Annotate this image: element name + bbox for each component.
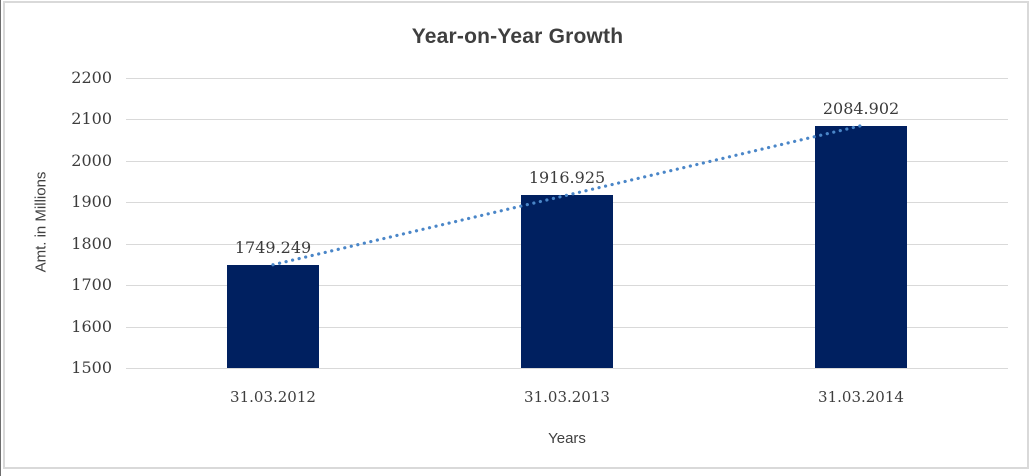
y-tick-label: 1800 xyxy=(71,234,112,253)
x-category-label: 31.03.2013 xyxy=(524,388,610,406)
x-axis-title: Years xyxy=(548,430,586,447)
y-tick-label: 1700 xyxy=(71,275,112,294)
bar xyxy=(227,265,319,368)
y-tick-label: 1900 xyxy=(71,192,112,211)
x-category-label: 31.03.2014 xyxy=(818,388,904,406)
bar-value-label: 2084.902 xyxy=(822,99,900,118)
y-tick-label: 2000 xyxy=(71,151,112,170)
gridline xyxy=(126,368,1008,369)
bar xyxy=(815,126,907,368)
bar-value-label: 1749.249 xyxy=(234,238,312,257)
chart-title: Year-on-Year Growth xyxy=(411,25,624,48)
y-axis-title: Amt. in Millions xyxy=(32,171,50,273)
y-tick-label: 2100 xyxy=(71,109,112,128)
page-left-edge-line xyxy=(0,0,1,476)
bar xyxy=(521,195,613,368)
y-tick-label: 2200 xyxy=(71,68,112,87)
bar-value-label: 1916.925 xyxy=(528,168,606,187)
y-tick-label: 1500 xyxy=(71,358,112,377)
gridline xyxy=(126,78,1008,79)
x-category-label: 31.03.2012 xyxy=(230,388,316,406)
y-tick-label: 1600 xyxy=(71,317,112,336)
gridline xyxy=(126,119,1008,120)
